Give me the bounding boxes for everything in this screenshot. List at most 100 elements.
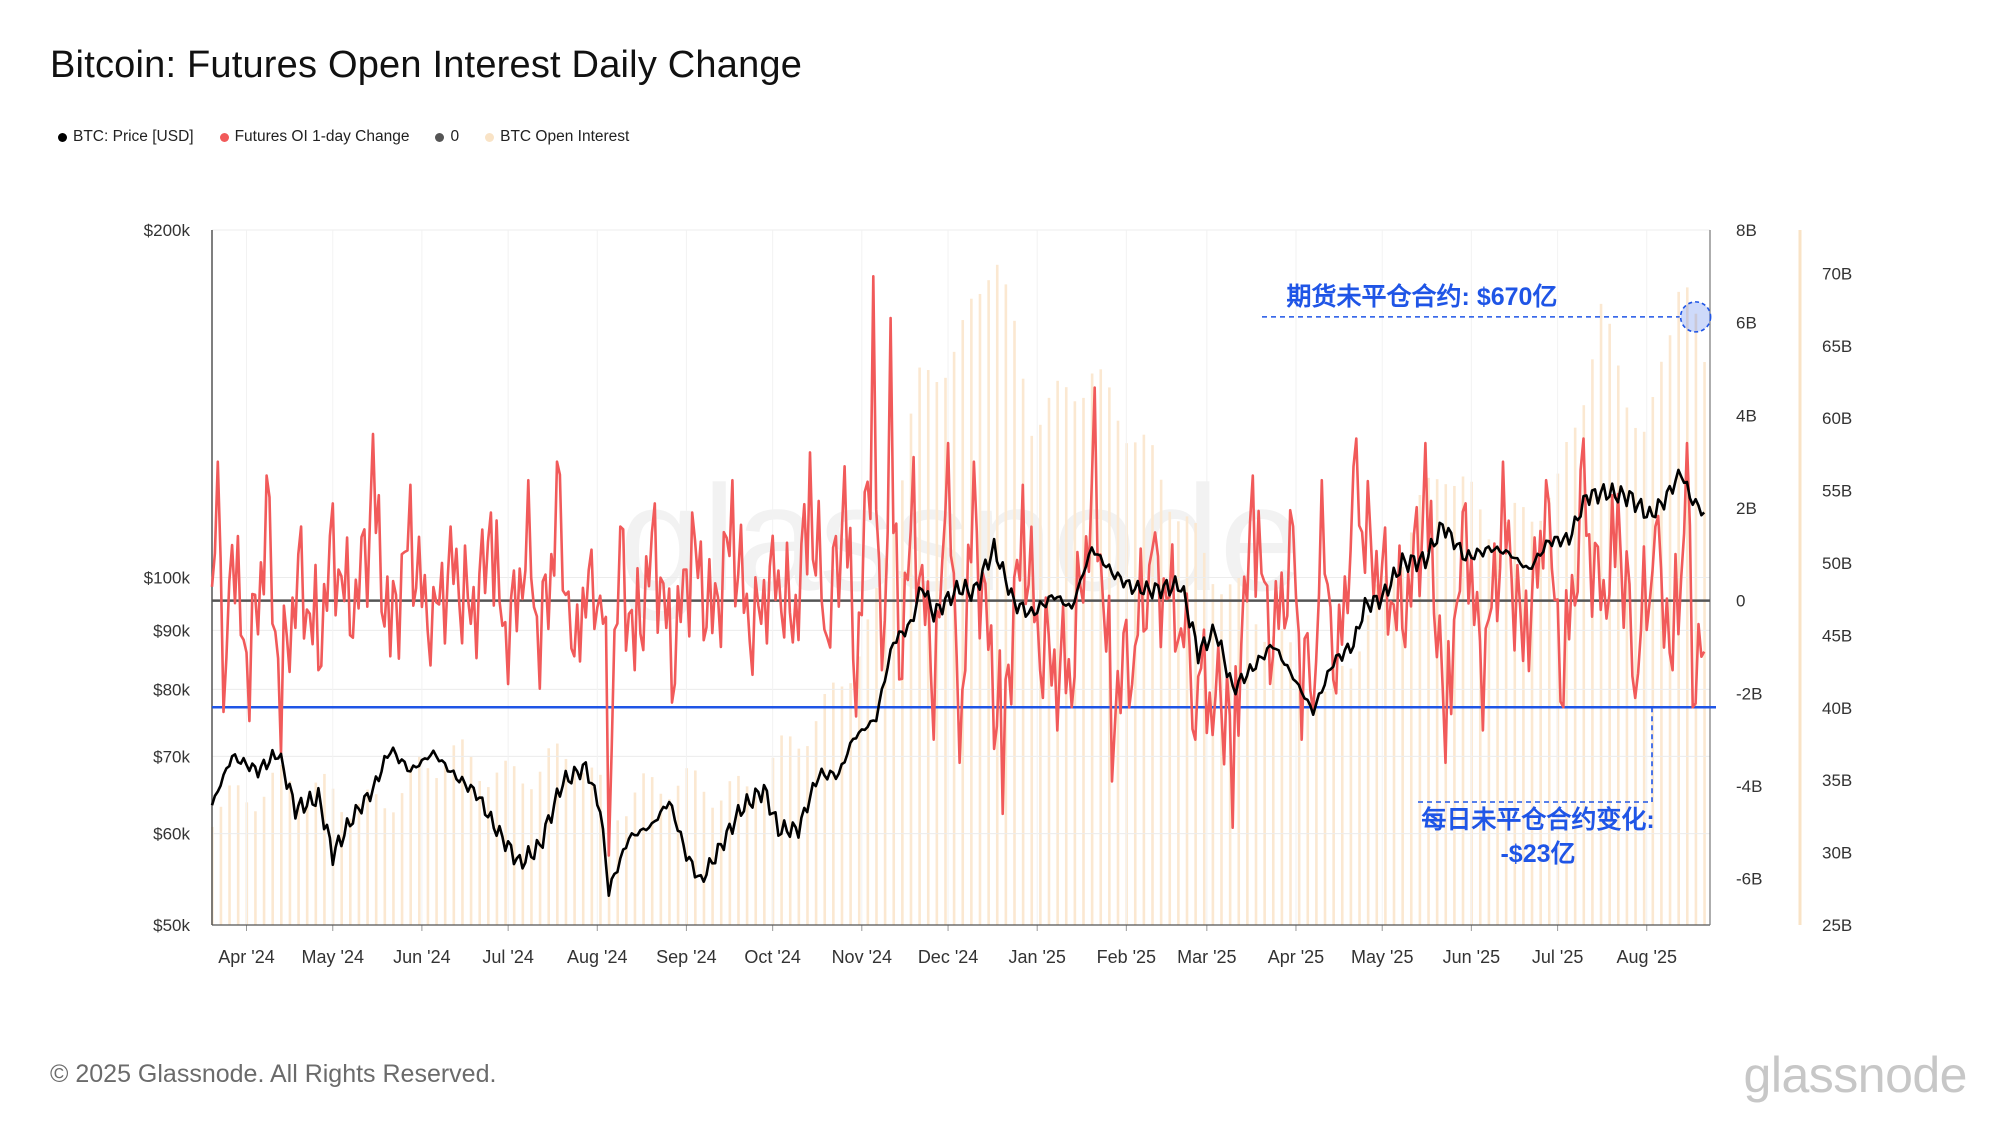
open-interest-bar — [642, 773, 645, 925]
open-interest-bar — [650, 777, 654, 925]
legend-dot-zero — [435, 132, 445, 142]
open-interest-bar — [452, 745, 456, 925]
open-interest-bar — [1478, 509, 1482, 925]
x-tick-label: May '24 — [302, 947, 364, 967]
open-interest-bar — [1254, 624, 1258, 925]
x-tick-label: Jan '25 — [1008, 947, 1065, 967]
copyright-footer: © 2025 Glassnode. All Rights Reserved. — [50, 1060, 497, 1088]
legend-label-oi-change: Futures OI 1-day Change — [234, 128, 410, 145]
chart-title: Bitcoin: Futures Open Interest Daily Cha… — [50, 44, 803, 86]
open-interest-bar — [443, 765, 447, 925]
open-interest-bar — [383, 808, 387, 925]
y-left-tick-label: $90k — [153, 621, 190, 640]
open-interest-bar — [909, 413, 913, 925]
open-interest-bar — [297, 801, 300, 925]
y-right-tick-label: -6B — [1736, 870, 1762, 889]
x-tick-label: Apr '24 — [218, 947, 274, 967]
y-left-tick-label: $80k — [153, 680, 190, 699]
open-interest-bar — [1660, 361, 1663, 926]
open-interest-bar — [1599, 303, 1603, 925]
legend-dot-open-interest — [485, 132, 495, 142]
open-interest-bar — [504, 760, 507, 925]
open-interest-bar — [719, 800, 723, 925]
open-interest-bar — [1453, 485, 1456, 925]
open-interest-bar — [1685, 287, 1689, 925]
x-tick-label: Sep '24 — [656, 947, 717, 967]
legend-item-price[interactable]: BTC: Price [USD] — [58, 128, 194, 146]
open-interest-bar — [219, 806, 223, 925]
legend-label-zero: 0 — [450, 128, 460, 145]
open-interest-bar — [426, 768, 430, 925]
legend-item-open-interest[interactable]: BTC Open Interest — [485, 128, 629, 146]
y-left-tick-label: $200k — [144, 221, 191, 240]
x-tick-label: Feb '25 — [1097, 947, 1156, 967]
open-interest-bar — [512, 766, 516, 925]
open-interest-bar — [1177, 521, 1180, 925]
x-tick-label: Oct '24 — [744, 947, 800, 967]
legend-item-zero[interactable]: 0 — [435, 128, 459, 146]
open-interest-bar — [1582, 405, 1586, 926]
annotation-label-open-interest: 期货未平仓合约: $670亿 — [1287, 282, 1558, 311]
open-interest-bar — [814, 721, 818, 925]
annotation-label-oi-change-line1: 每日未平仓合约变化: — [1421, 805, 1654, 834]
y-right-tick-label: 0 — [1736, 592, 1745, 611]
open-interest-bar — [1280, 628, 1284, 925]
y-open-interest-tick-label: 60B — [1822, 409, 1852, 428]
open-interest-bar — [288, 780, 292, 925]
open-interest-bar — [832, 682, 835, 925]
open-interest-bar — [1487, 539, 1491, 925]
x-tick-label: Jul '24 — [482, 947, 533, 967]
x-tick-label: Mar '25 — [1177, 947, 1236, 967]
open-interest-bar — [711, 807, 714, 925]
open-interest-bar — [418, 756, 421, 925]
open-interest-bar — [1694, 313, 1698, 926]
y-open-interest-tick-label: 50B — [1822, 554, 1852, 573]
x-tick-label: Nov '24 — [832, 947, 892, 967]
open-interest-bar — [901, 480, 904, 925]
open-interest-bar — [857, 656, 861, 925]
open-interest-bar — [1634, 427, 1637, 925]
y-right-tick-label: 6B — [1736, 314, 1757, 333]
open-interest-bar — [461, 739, 464, 925]
y-open-interest-tick-label: 70B — [1822, 264, 1852, 283]
y-open-interest-tick-label: 65B — [1822, 337, 1852, 356]
open-interest-bar — [228, 785, 231, 925]
open-interest-bar — [1401, 566, 1404, 925]
open-interest-bar — [1159, 479, 1163, 925]
open-interest-bar — [1651, 396, 1655, 925]
open-interest-bar — [1323, 691, 1327, 925]
open-interest-bar — [745, 786, 749, 925]
open-interest-bar — [1211, 584, 1215, 925]
open-interest-bar — [280, 764, 283, 925]
open-interest-bar — [1021, 378, 1025, 925]
legend-dot-oi-change — [219, 132, 229, 142]
price-line — [210, 468, 1706, 897]
open-interest-bar — [1306, 703, 1310, 925]
open-interest-bar — [590, 767, 594, 925]
open-interest-bar — [1090, 373, 1094, 925]
open-interest-bar — [823, 694, 827, 925]
open-interest-bar — [1625, 407, 1629, 925]
open-interest-bar — [995, 264, 999, 925]
annotation-marker-open-interest — [1679, 301, 1712, 333]
open-interest-bar — [1168, 511, 1172, 925]
open-interest-bar — [1246, 594, 1249, 925]
legend-item-oi-change[interactable]: Futures OI 1-day Change — [219, 128, 410, 146]
oi-change-line — [210, 275, 1706, 857]
open-interest-bar — [1703, 362, 1706, 925]
open-interest-bar — [1513, 502, 1517, 925]
open-interest-bar — [1202, 552, 1206, 925]
open-interest-bar — [1151, 445, 1154, 925]
chart-legend: BTC: Price [USD] Futures OI 1-day Change… — [58, 128, 629, 146]
open-interest-bar — [1591, 359, 1594, 925]
open-interest-bar — [1030, 435, 1034, 925]
open-interest-bar — [469, 756, 473, 925]
open-interest-bar — [840, 686, 844, 925]
open-interest-bar — [659, 793, 663, 925]
legend-label-open-interest: BTC Open Interest — [500, 128, 630, 145]
y-left-tick-label: $60k — [153, 825, 190, 844]
x-tick-label: Jul '25 — [1532, 947, 1583, 967]
open-interest-bar — [340, 812, 343, 925]
open-interest-bar — [1133, 442, 1137, 925]
